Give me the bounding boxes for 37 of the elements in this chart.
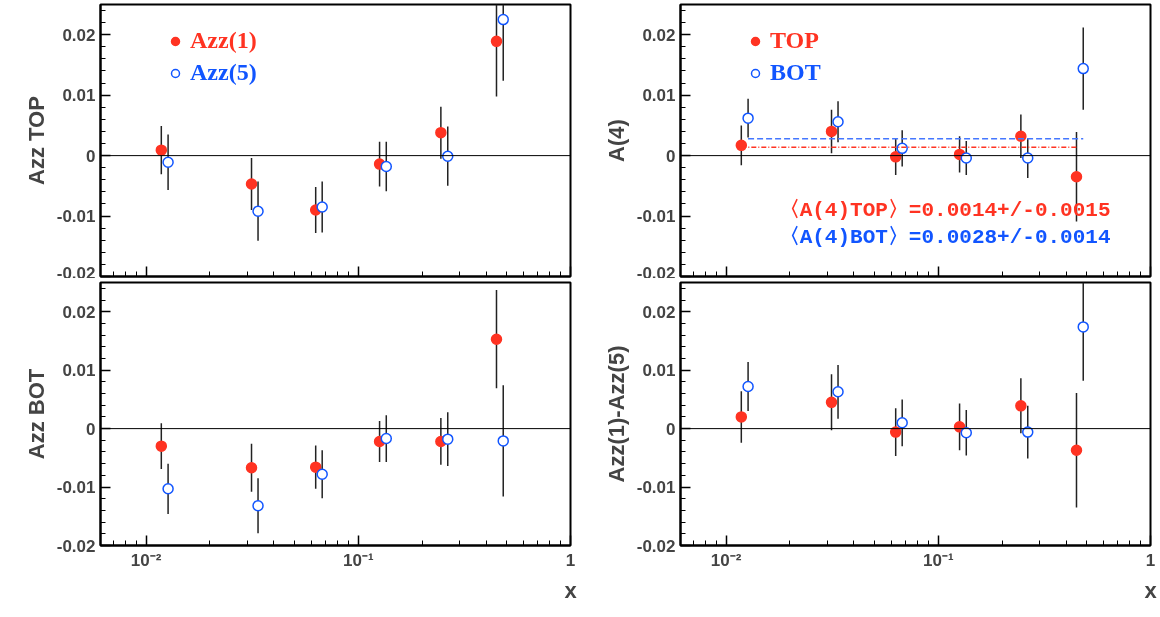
y-tick-label: 0.01 [642,361,676,381]
y-axis-title: A(4) [603,119,629,162]
y-tick-label: -0.01 [56,478,96,498]
x-tick-label: 10⁻² [130,550,162,570]
y-tick-label: -0.01 [636,478,676,498]
y-tick-label: 0 [666,146,676,166]
y-tick-label: 0.01 [62,361,96,381]
x-tick-label: 1 [1145,550,1156,570]
y-tick-label: -0.02 [636,263,676,283]
y-tick-label: -0.02 [56,263,96,283]
y-tick-label: 0.02 [62,302,96,322]
y-axis-title: Azz TOP [23,96,49,185]
y-tick-label: -0.02 [636,536,676,556]
y-axis-title: Azz(1)-Azz(5) [603,345,629,483]
legend-label: Azz(5) [190,59,257,86]
y-tick-label: 0 [86,419,96,439]
y-tick-label: -0.02 [56,536,96,556]
y-axis-title: Azz BOT [23,368,49,460]
x-tick-label: 10⁻¹ [342,550,374,570]
annotation: 〈A(4)BOT〉=0.0028+/-0.0014 [778,224,1111,249]
y-tick-label: 0.02 [642,302,676,322]
y-tick-label: 0 [666,419,676,439]
x-tick-label: 10⁻¹ [922,550,954,570]
x-tick-label: 10⁻² [710,550,742,570]
y-tick-label: 0.01 [642,86,676,106]
y-tick-label: -0.01 [56,207,96,227]
legend-label: BOT [770,59,821,86]
y-tick-label: 0.02 [62,25,96,45]
legend-label: TOP [770,27,819,54]
y-tick-label: 0.01 [62,86,96,106]
y-tick-label: -0.01 [636,207,676,227]
x-axis-title: x [1144,577,1158,603]
x-axis-title: x [564,577,578,603]
x-tick-label: 1 [565,550,576,570]
y-tick-label: 0.02 [642,25,676,45]
legend-label: Azz(1) [190,27,257,54]
y-tick-label: 0 [86,146,96,166]
